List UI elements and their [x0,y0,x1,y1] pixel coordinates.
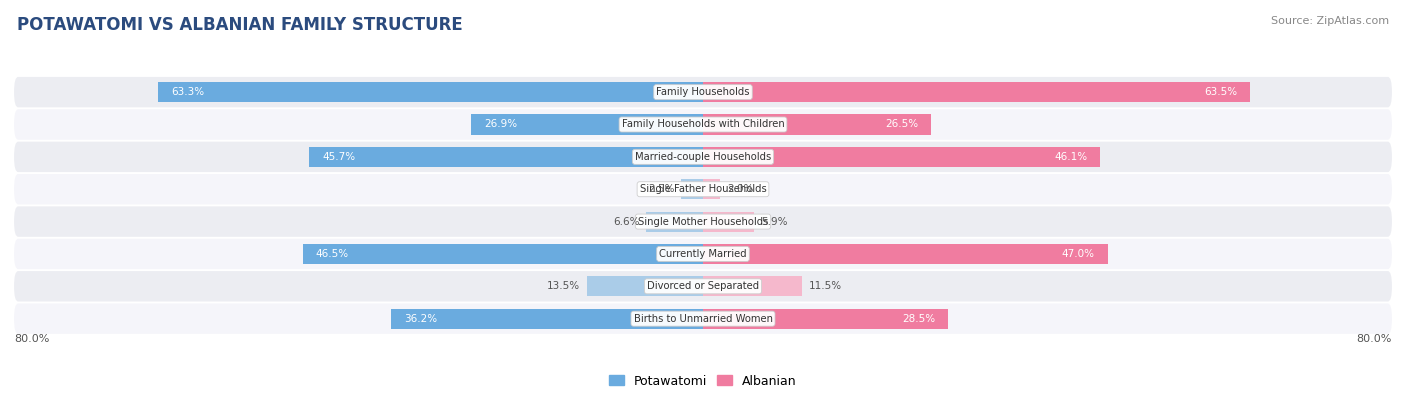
Bar [302,244,703,264]
Text: 63.5%: 63.5% [1204,87,1237,97]
Text: 6.6%: 6.6% [613,216,640,227]
Text: 46.1%: 46.1% [1054,152,1087,162]
Bar [157,82,703,102]
Text: 80.0%: 80.0% [14,334,49,344]
Text: Divorced or Separated: Divorced or Separated [647,281,759,291]
Text: 47.0%: 47.0% [1062,249,1095,259]
FancyBboxPatch shape [14,77,1392,107]
Bar [703,115,931,135]
Text: 80.0%: 80.0% [1357,334,1392,344]
Text: 5.9%: 5.9% [761,216,787,227]
FancyBboxPatch shape [14,174,1392,205]
Bar [703,147,1099,167]
Text: Family Households with Children: Family Households with Children [621,120,785,130]
Text: 46.5%: 46.5% [315,249,349,259]
Bar [703,308,949,329]
Bar [471,115,703,135]
Text: 13.5%: 13.5% [547,281,579,291]
Text: Single Mother Households: Single Mother Households [638,216,768,227]
Bar [703,276,801,296]
Text: Births to Unmarried Women: Births to Unmarried Women [634,314,772,324]
FancyBboxPatch shape [14,142,1392,172]
Text: Family Households: Family Households [657,87,749,97]
Bar [703,82,1250,102]
Text: 2.5%: 2.5% [648,184,675,194]
Legend: Potawatomi, Albanian: Potawatomi, Albanian [605,370,801,393]
Bar [391,308,703,329]
Bar [647,212,703,231]
Bar [703,212,754,231]
FancyBboxPatch shape [14,109,1392,140]
Text: Source: ZipAtlas.com: Source: ZipAtlas.com [1271,16,1389,26]
Text: 11.5%: 11.5% [808,281,842,291]
FancyBboxPatch shape [14,239,1392,269]
FancyBboxPatch shape [14,206,1392,237]
Text: 45.7%: 45.7% [322,152,356,162]
Text: Married-couple Households: Married-couple Households [636,152,770,162]
Text: 28.5%: 28.5% [903,314,935,324]
Bar [703,179,720,199]
Text: Single Father Households: Single Father Households [640,184,766,194]
Bar [309,147,703,167]
Text: 36.2%: 36.2% [404,314,437,324]
Bar [703,244,1108,264]
Text: 2.0%: 2.0% [727,184,754,194]
FancyBboxPatch shape [14,271,1392,301]
Bar [682,179,703,199]
Text: Currently Married: Currently Married [659,249,747,259]
FancyBboxPatch shape [14,303,1392,334]
Text: 26.9%: 26.9% [484,120,517,130]
Text: 63.3%: 63.3% [170,87,204,97]
Text: POTAWATOMI VS ALBANIAN FAMILY STRUCTURE: POTAWATOMI VS ALBANIAN FAMILY STRUCTURE [17,16,463,34]
Bar [586,276,703,296]
Text: 26.5%: 26.5% [886,120,918,130]
